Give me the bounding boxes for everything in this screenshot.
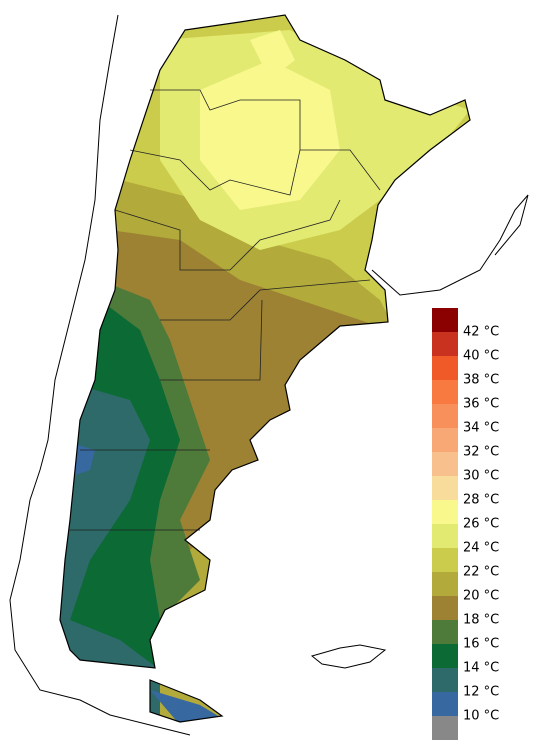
- legend-swatch: [432, 356, 458, 380]
- legend-swatch: [432, 332, 458, 356]
- legend-label: 16 °C: [463, 637, 499, 652]
- legend-label: 32 °C: [463, 445, 499, 460]
- islands: [310, 644, 387, 669]
- legend-label: 12 °C: [463, 685, 499, 700]
- legend: 42 °C 40 °C 38 °C 36 °C 34 °C 32 °C 30 °C 28 °C…: [432, 308, 499, 740]
- legend-swatch: [432, 620, 458, 644]
- legend-swatch: [432, 452, 458, 476]
- legend-label: 38 °C: [463, 373, 499, 388]
- legend-swatch: [432, 500, 458, 524]
- legend-swatch: [432, 380, 458, 404]
- legend-swatch: [432, 404, 458, 428]
- legend-swatch: [432, 476, 458, 500]
- legend-swatch: [432, 428, 458, 452]
- legend-swatch: [432, 548, 458, 572]
- legend-swatch: [432, 572, 458, 596]
- legend-label: 18 °C: [463, 613, 499, 628]
- legend-swatch: [432, 644, 458, 668]
- legend-swatch: [432, 668, 458, 692]
- legend-label: 10 °C: [463, 709, 499, 724]
- legend-label: 24 °C: [463, 541, 499, 556]
- legend-label: 34 °C: [463, 421, 499, 436]
- legend-swatch: [432, 524, 458, 548]
- legend-label: 30 °C: [463, 469, 499, 484]
- legend-label: 40 °C: [463, 349, 499, 364]
- legend-label: 26 °C: [463, 517, 499, 532]
- legend-label: 28 °C: [463, 493, 499, 508]
- legend-swatch: [432, 308, 458, 332]
- legend-label: 22 °C: [463, 565, 499, 580]
- legend-label: 42 °C: [463, 325, 499, 340]
- legend-label: 36 °C: [463, 397, 499, 412]
- neighbor-border: [9, 14, 191, 736]
- legend-swatch: [432, 596, 458, 620]
- uruguay-border: [371, 194, 529, 296]
- legend-swatch: [432, 692, 458, 716]
- legend-swatch: [432, 716, 458, 740]
- province-borders: [70, 89, 381, 531]
- legend-label: 14 °C: [463, 661, 499, 676]
- legend-label: 20 °C: [463, 589, 499, 604]
